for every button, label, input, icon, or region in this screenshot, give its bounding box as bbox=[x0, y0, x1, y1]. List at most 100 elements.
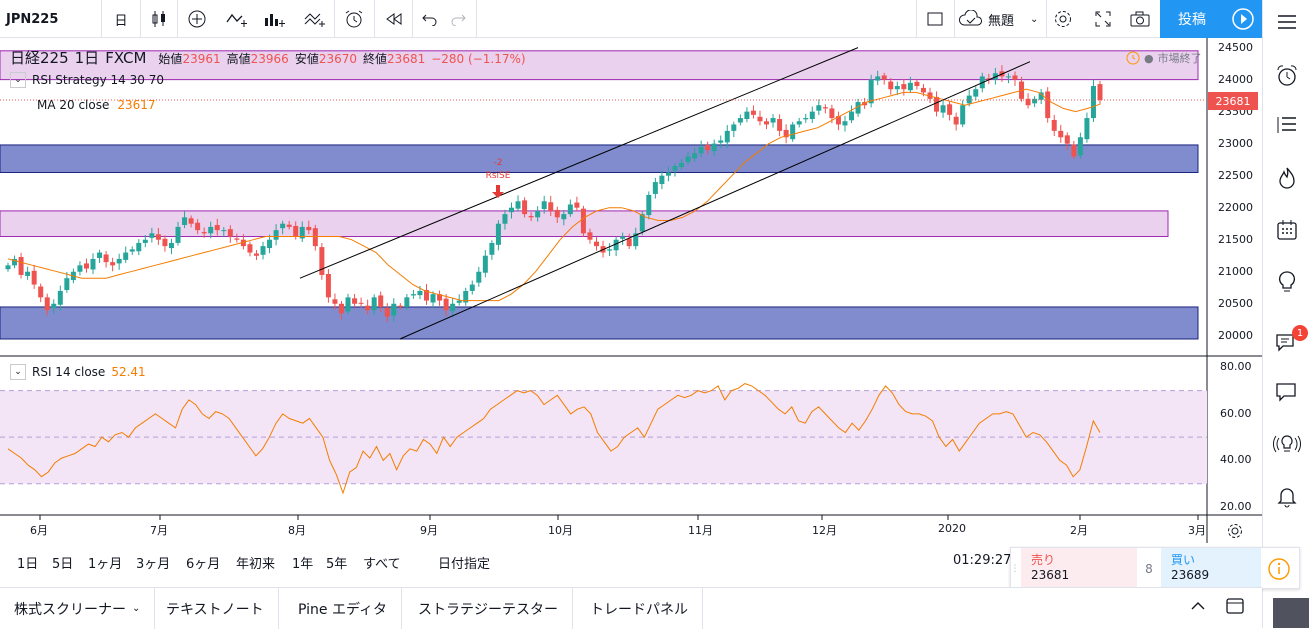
candle-body bbox=[607, 249, 613, 251]
candle-body bbox=[410, 294, 416, 296]
candle-body bbox=[888, 81, 894, 90]
range-button[interactable]: 1日 bbox=[17, 557, 39, 572]
range-button[interactable]: 5年 bbox=[326, 557, 348, 572]
rsi-collapse-chevron-icon[interactable]: ⌄ bbox=[10, 364, 26, 380]
alarm-clock-icon[interactable] bbox=[1263, 56, 1309, 96]
collapse-chevron-icon[interactable]: ⌄ bbox=[10, 72, 26, 88]
candle-body bbox=[711, 143, 717, 152]
candle-body bbox=[430, 294, 436, 303]
hotlist-flame-icon[interactable] bbox=[1263, 158, 1309, 198]
maximize-panel-icon[interactable] bbox=[1226, 598, 1244, 618]
range-button[interactable]: 1年 bbox=[292, 557, 314, 572]
watchlist-icon[interactable] bbox=[1263, 2, 1309, 42]
fullscreen-icon[interactable] bbox=[1090, 0, 1116, 38]
candle-body bbox=[1051, 119, 1057, 131]
candle-body bbox=[325, 273, 331, 298]
ma-legend[interactable]: MA 20 close 23617 bbox=[37, 98, 156, 112]
candle-body bbox=[358, 302, 364, 304]
candle-body bbox=[1032, 98, 1038, 104]
camera-snapshot-icon[interactable] bbox=[1126, 0, 1154, 38]
candle-body bbox=[31, 270, 37, 285]
chart-type-candles-icon[interactable] bbox=[146, 0, 172, 38]
candle-body bbox=[548, 202, 554, 211]
price-tick: 24500 bbox=[1218, 40, 1253, 54]
candle-body bbox=[345, 297, 351, 312]
sell-button[interactable]: 売り 23681 bbox=[1021, 548, 1137, 590]
strategy-legend[interactable]: ⌄ RSI Strategy 14 30 70 bbox=[10, 72, 164, 88]
bottom-tab[interactable]: テキストノート bbox=[152, 588, 279, 629]
buy-button[interactable]: 買い 23689 bbox=[1161, 548, 1261, 590]
candle-body bbox=[404, 297, 410, 307]
templates-icon[interactable] bbox=[300, 0, 330, 38]
candle-body bbox=[986, 78, 992, 80]
bottom-tab[interactable]: 株式スクリーナー ⌄ bbox=[0, 588, 156, 629]
candle-body bbox=[77, 265, 83, 272]
candle-body bbox=[286, 224, 292, 227]
candle-body bbox=[764, 121, 770, 125]
bottom-tab[interactable]: トレードパネル bbox=[576, 588, 703, 629]
market-status: ● 市場終了 bbox=[1126, 50, 1202, 66]
candle-body bbox=[757, 116, 763, 122]
time-tick: 7月 bbox=[150, 524, 168, 537]
candle-body bbox=[384, 307, 390, 317]
trade-info-icon[interactable] bbox=[1267, 557, 1291, 585]
financials-icon[interactable] bbox=[260, 0, 290, 38]
range-button[interactable]: すべて bbox=[363, 557, 401, 572]
collapse-panel-chevron-icon[interactable] bbox=[1190, 598, 1206, 618]
zone-band bbox=[0, 306, 1199, 340]
notifications-bell-icon[interactable] bbox=[1263, 476, 1309, 516]
spread-value: 8 bbox=[1145, 562, 1153, 576]
candle-body bbox=[842, 121, 848, 126]
signals-icon[interactable] bbox=[1263, 424, 1309, 464]
range-button[interactable]: 3ヶ月 bbox=[136, 557, 171, 572]
candle-body bbox=[659, 175, 665, 185]
range-button[interactable]: 年初来 bbox=[236, 557, 276, 572]
settings-gear-icon[interactable] bbox=[1050, 0, 1076, 38]
legend-source: FXCM bbox=[105, 49, 147, 67]
compare-add-icon[interactable] bbox=[184, 0, 210, 38]
goto-date-button[interactable]: 日付指定 bbox=[438, 557, 491, 572]
price-tick: 22500 bbox=[1218, 168, 1253, 182]
candle-body bbox=[103, 254, 109, 263]
symbol-search-button[interactable]: JPN225 bbox=[6, 11, 59, 27]
time-tick: 3月 bbox=[1188, 524, 1206, 537]
redo-icon[interactable] bbox=[446, 0, 470, 38]
undo-icon[interactable] bbox=[418, 0, 442, 38]
range-button[interactable]: 5日 bbox=[52, 557, 74, 572]
candle-body bbox=[129, 249, 135, 252]
candle-body bbox=[201, 232, 207, 234]
object-tree-icon[interactable] bbox=[1263, 105, 1309, 145]
range-button[interactable]: 1ヶ月 bbox=[88, 557, 123, 572]
fullscreen-square-icon[interactable] bbox=[922, 0, 948, 38]
candle-body bbox=[378, 295, 384, 307]
channel-lower-line bbox=[399, 61, 1031, 340]
layout-save-button[interactable]: 無題 ⌄ bbox=[958, 0, 1044, 38]
rsi-legend[interactable]: ⌄ RSI 14 close 52.41 bbox=[10, 364, 146, 380]
play-icon[interactable] bbox=[1224, 0, 1262, 38]
candle-body bbox=[463, 290, 469, 303]
candle-body bbox=[920, 87, 926, 93]
sell-signal-arrow-icon bbox=[492, 184, 504, 203]
alert-clock-icon[interactable] bbox=[340, 0, 368, 38]
interval-button[interactable]: 日 bbox=[114, 13, 128, 29]
publish-button[interactable]: 投稿 bbox=[1160, 0, 1224, 38]
messages-icon[interactable] bbox=[1263, 372, 1309, 412]
chart-area[interactable]: 日経225 1日 FXCM 始値 23961 高値 23966 安値 23670 終値… bbox=[0, 38, 1262, 543]
candle-body bbox=[417, 290, 423, 296]
drag-handle-icon[interactable]: ⋮ bbox=[1010, 564, 1020, 574]
chart-canvas[interactable] bbox=[0, 38, 1262, 543]
calendar-icon[interactable] bbox=[1263, 210, 1309, 250]
candle-body bbox=[829, 108, 835, 119]
candle-body bbox=[639, 214, 645, 232]
indicators-icon[interactable] bbox=[222, 0, 252, 38]
candle-body bbox=[633, 233, 639, 247]
legend-low: 23670 bbox=[318, 52, 358, 66]
bottom-tab[interactable]: ストラテジーテスター bbox=[404, 588, 573, 629]
candle-body bbox=[136, 242, 142, 252]
candle-body bbox=[515, 201, 521, 209]
axis-settings-gear-icon[interactable] bbox=[1226, 522, 1244, 544]
ideas-lightbulb-icon[interactable] bbox=[1263, 262, 1309, 302]
replay-icon[interactable] bbox=[382, 0, 408, 38]
bottom-tab[interactable]: Pine エディタ bbox=[284, 588, 402, 629]
range-button[interactable]: 6ヶ月 bbox=[186, 557, 221, 572]
